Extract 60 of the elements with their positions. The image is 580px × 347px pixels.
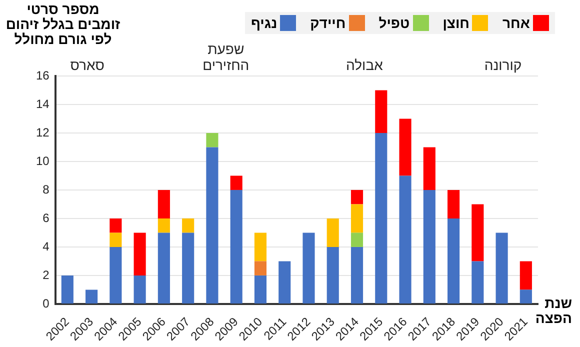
bar (423, 190, 436, 304)
bar (134, 275, 146, 304)
text: שפעת החזירים (202, 40, 250, 73)
bar (350, 190, 364, 204)
y-tick-label: 16 (36, 68, 50, 82)
bar (158, 232, 170, 304)
bar (158, 218, 170, 233)
bar (472, 204, 484, 262)
bar (375, 90, 388, 133)
bar (254, 232, 267, 262)
bar (86, 290, 98, 304)
bar (496, 232, 508, 304)
bar (110, 246, 122, 304)
legend-label: אחר (502, 15, 530, 31)
bar (278, 261, 291, 304)
legend-label: חוצן (442, 15, 470, 31)
bar (520, 261, 532, 290)
y-axis-title: מספר סרטי זומבים בגלל זיהום לפי גורם מחולל (4, 1, 122, 47)
bar (254, 275, 267, 304)
bar (423, 147, 436, 190)
bar (206, 132, 218, 148)
text: סארס (70, 56, 104, 73)
bar (230, 190, 242, 304)
text: אבולה (346, 56, 384, 73)
y-tick-label: 4 (42, 239, 50, 254)
y-tick-label: 8 (42, 182, 50, 196)
legend-label: נגיף (251, 15, 278, 31)
bar (520, 290, 532, 304)
bar (158, 190, 170, 218)
bar (302, 232, 315, 304)
y-tick-label: 0 (42, 296, 50, 310)
y-tick-label: 2 (42, 268, 50, 282)
bar (448, 190, 460, 218)
bar (110, 232, 122, 247)
bar (61, 275, 74, 304)
legend-label: טפיל (378, 15, 410, 31)
y-tick-label: 10 (36, 154, 50, 168)
bar (350, 204, 364, 233)
y-tick-label: 12 (36, 125, 50, 140)
bar (254, 261, 267, 276)
bar (350, 246, 364, 304)
bar (399, 118, 412, 176)
y-tick-label: 6 (42, 210, 50, 225)
bar (326, 246, 339, 304)
bar (472, 261, 484, 304)
bar (206, 147, 218, 304)
bar (182, 218, 194, 233)
bar (182, 232, 194, 304)
bar (448, 218, 460, 304)
bar (110, 218, 122, 233)
legend-label: חיידק (310, 15, 346, 31)
text: קורונה (484, 56, 522, 73)
bar (399, 176, 412, 304)
y-tick-label: 14 (36, 96, 50, 111)
x-axis-title: שנת הפצה (534, 295, 572, 326)
bar (350, 232, 364, 247)
bar (375, 132, 388, 304)
bar (230, 176, 242, 190)
bar (134, 232, 146, 276)
bar (326, 218, 339, 247)
